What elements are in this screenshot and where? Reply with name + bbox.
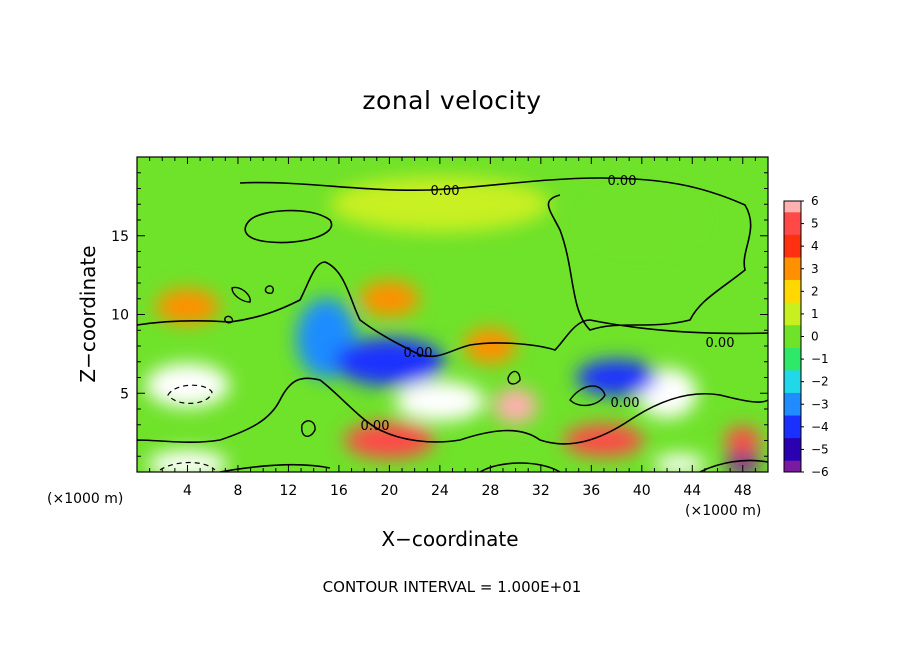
colorbar-segment [784,359,801,371]
contour-line-zero-lower [137,377,768,445]
colorbar-segment [784,268,801,281]
chart-title: zonal velocity [362,86,542,115]
colorbar-segment [784,223,801,236]
contour-label: 0.00 [611,396,640,411]
colorbar-tick-label: 4 [811,239,819,253]
x-tick-label: 40 [633,483,651,499]
contour-label: 0.00 [608,174,637,189]
data-cell [359,280,420,317]
data-cell [394,381,485,422]
colorbar-segment [784,404,801,417]
data-cell [155,288,220,325]
colorbar-tick-label: −1 [811,352,829,366]
colorbar-tick-label: −2 [811,375,829,389]
y-tick-label: 5 [120,386,129,402]
colorbar-tick-label: −6 [811,465,829,479]
colorbar-segment [784,426,801,439]
contour-line-zero-upper [239,177,752,331]
colorbar-segment [784,460,801,473]
colorbar-tick-label: 2 [811,284,819,298]
colorbar-segment [784,302,801,315]
colorbar-segment [784,449,801,462]
colorbar-segment [784,392,801,405]
plot-area: 0.00 0.00 0.00 0.00 0.00 0.00 [137,157,768,472]
data-cell [724,454,761,472]
colorbar-tick-label: 1 [811,307,819,321]
x-unit-label-left: (×1000 m) [47,491,124,507]
colorbar-segment [784,313,801,326]
colorbar-segment [784,381,801,394]
contour-label: 0.00 [706,336,735,351]
data-cell [147,450,228,472]
data-cell [344,422,435,459]
colorbar-segment [784,291,801,304]
colorbar-segment [784,212,801,225]
contour-label: 0.00 [404,346,433,361]
colorbar-segment [784,234,801,247]
x-tick-label: 4 [183,483,192,499]
contour-label: 0.00 [431,184,460,199]
contour-line-zero-loop [244,209,333,244]
data-cell [493,387,538,424]
colorbar-segment [784,201,801,213]
data-cell [334,337,445,386]
x-tick-label: 36 [582,483,600,499]
colorbar-segment [784,325,801,337]
y-tick-label: 15 [111,229,129,245]
data-cell [329,176,550,233]
colorbar-segment [784,246,801,258]
colorbar-segment [784,438,801,450]
data-cell [563,424,644,457]
contour-line-zero-mid [137,261,768,358]
x-tick-label: 44 [683,483,701,499]
data-cell [464,328,517,364]
colorbar-tick-label: −3 [811,397,829,411]
colorbar-segment [784,415,801,428]
contour-label: 0.00 [361,419,390,434]
colorbar-tick-label: −4 [811,420,829,434]
colorbar-tick-label: 5 [811,217,819,231]
colorbar-segment [784,336,801,349]
colorbar-tick-label: 0 [811,330,819,344]
colorbar-segment [784,347,801,360]
contour-interval-note: CONTOUR INTERVAL = 1.000E+01 [322,578,582,596]
contour-line-small-loops [224,285,606,437]
colorbar-segment [784,370,801,383]
data-cell [724,426,761,455]
colorbar-tick-label: −5 [811,442,829,456]
colorbar-tick-label: 6 [811,194,819,208]
x-tick-label: 16 [330,483,348,499]
colorbar-segment [784,280,801,292]
x-axis-label: X−coordinate [381,527,519,551]
x-tick-label: 28 [481,483,499,499]
colorbar-segment [784,257,801,270]
x-tick-label: 48 [734,483,752,499]
data-cell [576,359,657,396]
x-tick-label: 12 [280,483,298,499]
x-tick-label: 24 [431,483,449,499]
contour-line-negative-dashed [159,384,216,471]
colorbar-tick-label: 3 [811,262,819,276]
x-unit-label-right: (×1000 m) [685,503,762,519]
x-tick-label: 8 [233,483,242,499]
x-tick-label: 32 [532,483,550,499]
y-tick-label: 10 [111,308,129,324]
data-cell [581,190,702,250]
x-tick-label: 20 [380,483,398,499]
